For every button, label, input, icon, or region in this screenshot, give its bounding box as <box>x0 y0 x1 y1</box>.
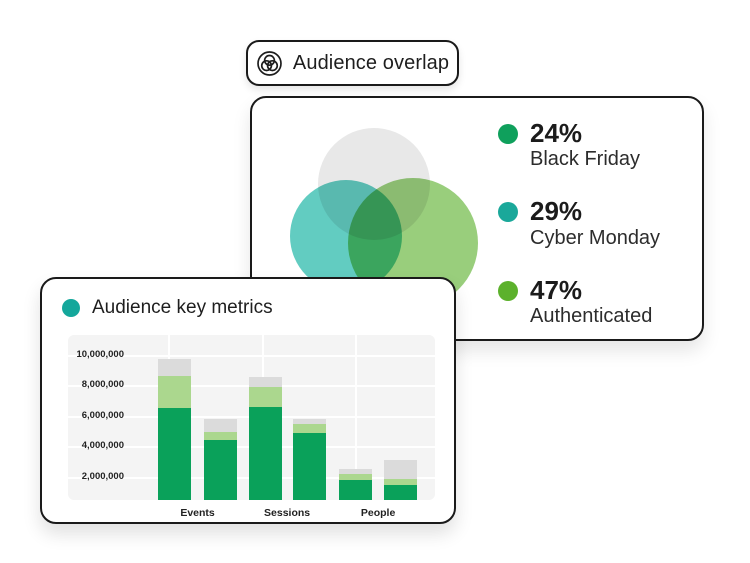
legend-label: Black Friday <box>530 148 641 171</box>
y-axis-label: 10,000,000 <box>76 348 124 360</box>
legend-item: 47% Authenticated <box>498 274 660 329</box>
y-axis-label: 4,000,000 <box>81 440 124 452</box>
metrics-title-row: Audience key metrics <box>62 297 273 319</box>
bar-chart-x-axis: Events Sessions People <box>68 507 435 523</box>
metrics-card-title: Audience key metrics <box>92 297 273 318</box>
legend-dot <box>498 280 518 301</box>
bar-segment <box>338 480 372 500</box>
legend-text: 24% Black Friday <box>530 118 641 172</box>
bar-segment <box>157 358 191 376</box>
legend-dot <box>498 124 518 144</box>
y-axis-label: 2,000,000 <box>81 470 124 482</box>
legend-label: Authenticated <box>530 304 653 327</box>
bar-segment <box>292 419 326 425</box>
x-axis-label: Events <box>180 507 215 519</box>
stacked-bar <box>292 335 326 500</box>
bar-segment <box>292 432 326 500</box>
legend-text: 47% Authenticated <box>530 274 653 329</box>
bar-segment <box>383 484 417 500</box>
bar-segment <box>338 474 372 481</box>
legend-item: 29% Cyber Monday <box>498 196 661 250</box>
audience-overlap-badge[interactable]: Audience overlap <box>246 40 459 86</box>
bar-segment <box>292 424 326 433</box>
stacked-bar <box>383 335 417 500</box>
legend-value: 24% <box>530 118 583 148</box>
audience-key-metrics-card: Audience key metrics 10,000,000 8,000,000… <box>40 277 456 524</box>
bar-chart-plot: 10,000,000 8,000,000 6,000,000 4,000,000 2,0… <box>68 335 435 500</box>
legend-value: 29% <box>530 196 583 227</box>
bar-segment <box>248 406 282 500</box>
gridline-horizontal <box>68 354 435 357</box>
bar-segment <box>248 377 282 387</box>
legend-value: 47% <box>530 274 583 305</box>
bar-segment <box>204 432 238 441</box>
legend-dot <box>498 202 518 223</box>
bar-segment <box>157 407 191 500</box>
stacked-bar <box>157 335 191 500</box>
bar-segment <box>248 386 282 407</box>
legend-label: Cyber Monday <box>530 226 661 249</box>
metrics-title-dot <box>62 299 80 317</box>
bar-segment <box>383 459 417 480</box>
legend-text: 29% Cyber Monday <box>530 196 661 250</box>
y-axis-label: 6,000,000 <box>81 409 124 421</box>
stacked-bar <box>338 335 372 500</box>
badge-label: Audience overlap <box>292 51 450 74</box>
stacked-bar <box>248 335 282 500</box>
bar-segment <box>204 419 238 433</box>
overlap-legend: 24% Black Friday 29% Cyber Monday 47% Authent… <box>498 118 661 329</box>
legend-item: 24% Black Friday <box>498 118 660 172</box>
bar-segment <box>204 440 238 500</box>
bar-segment <box>157 375 191 408</box>
venn-diagram-icon <box>256 50 283 77</box>
bar-segment <box>338 468 372 475</box>
y-axis-label: 8,000,000 <box>81 379 124 391</box>
bar-segment <box>383 479 417 485</box>
stacked-bar <box>204 335 238 500</box>
x-axis-label: People <box>360 507 396 519</box>
x-axis-label: Sessions <box>264 507 311 519</box>
